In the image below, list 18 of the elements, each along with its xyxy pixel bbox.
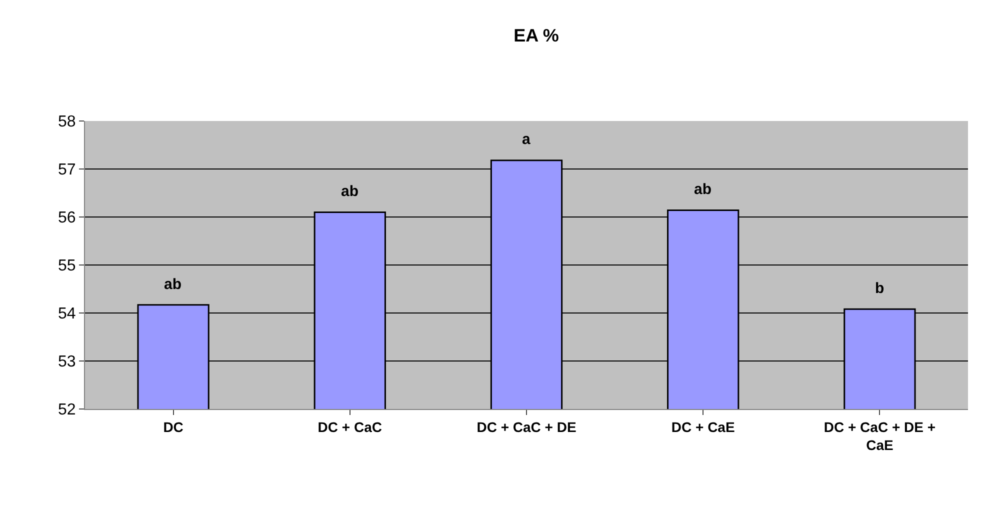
annotation: a: [522, 131, 531, 148]
y-tick-label: 58: [58, 114, 76, 131]
x-tick-label: DC + CaC: [318, 418, 382, 435]
annotation: ab: [341, 183, 359, 200]
y-tick-label: 54: [58, 306, 76, 323]
y-tick-label: 57: [58, 162, 76, 179]
x-tick-label: DC + CaE: [671, 418, 735, 435]
y-tick-label: 53: [58, 354, 76, 371]
x-tick-label: DC + CaC + DE: [476, 418, 576, 435]
x-tick-label: DC + CaC + DE + CaE: [824, 418, 936, 453]
y-tick-label: 56: [58, 210, 76, 227]
annotation: ab: [164, 276, 182, 293]
y-tick-label: 52: [58, 402, 76, 419]
annotation: ab: [694, 181, 712, 198]
y-tick-label: 55: [58, 258, 76, 275]
annotation: b: [875, 280, 884, 297]
chart-title: EA %: [514, 26, 559, 46]
x-tick-label: DC: [163, 418, 184, 435]
